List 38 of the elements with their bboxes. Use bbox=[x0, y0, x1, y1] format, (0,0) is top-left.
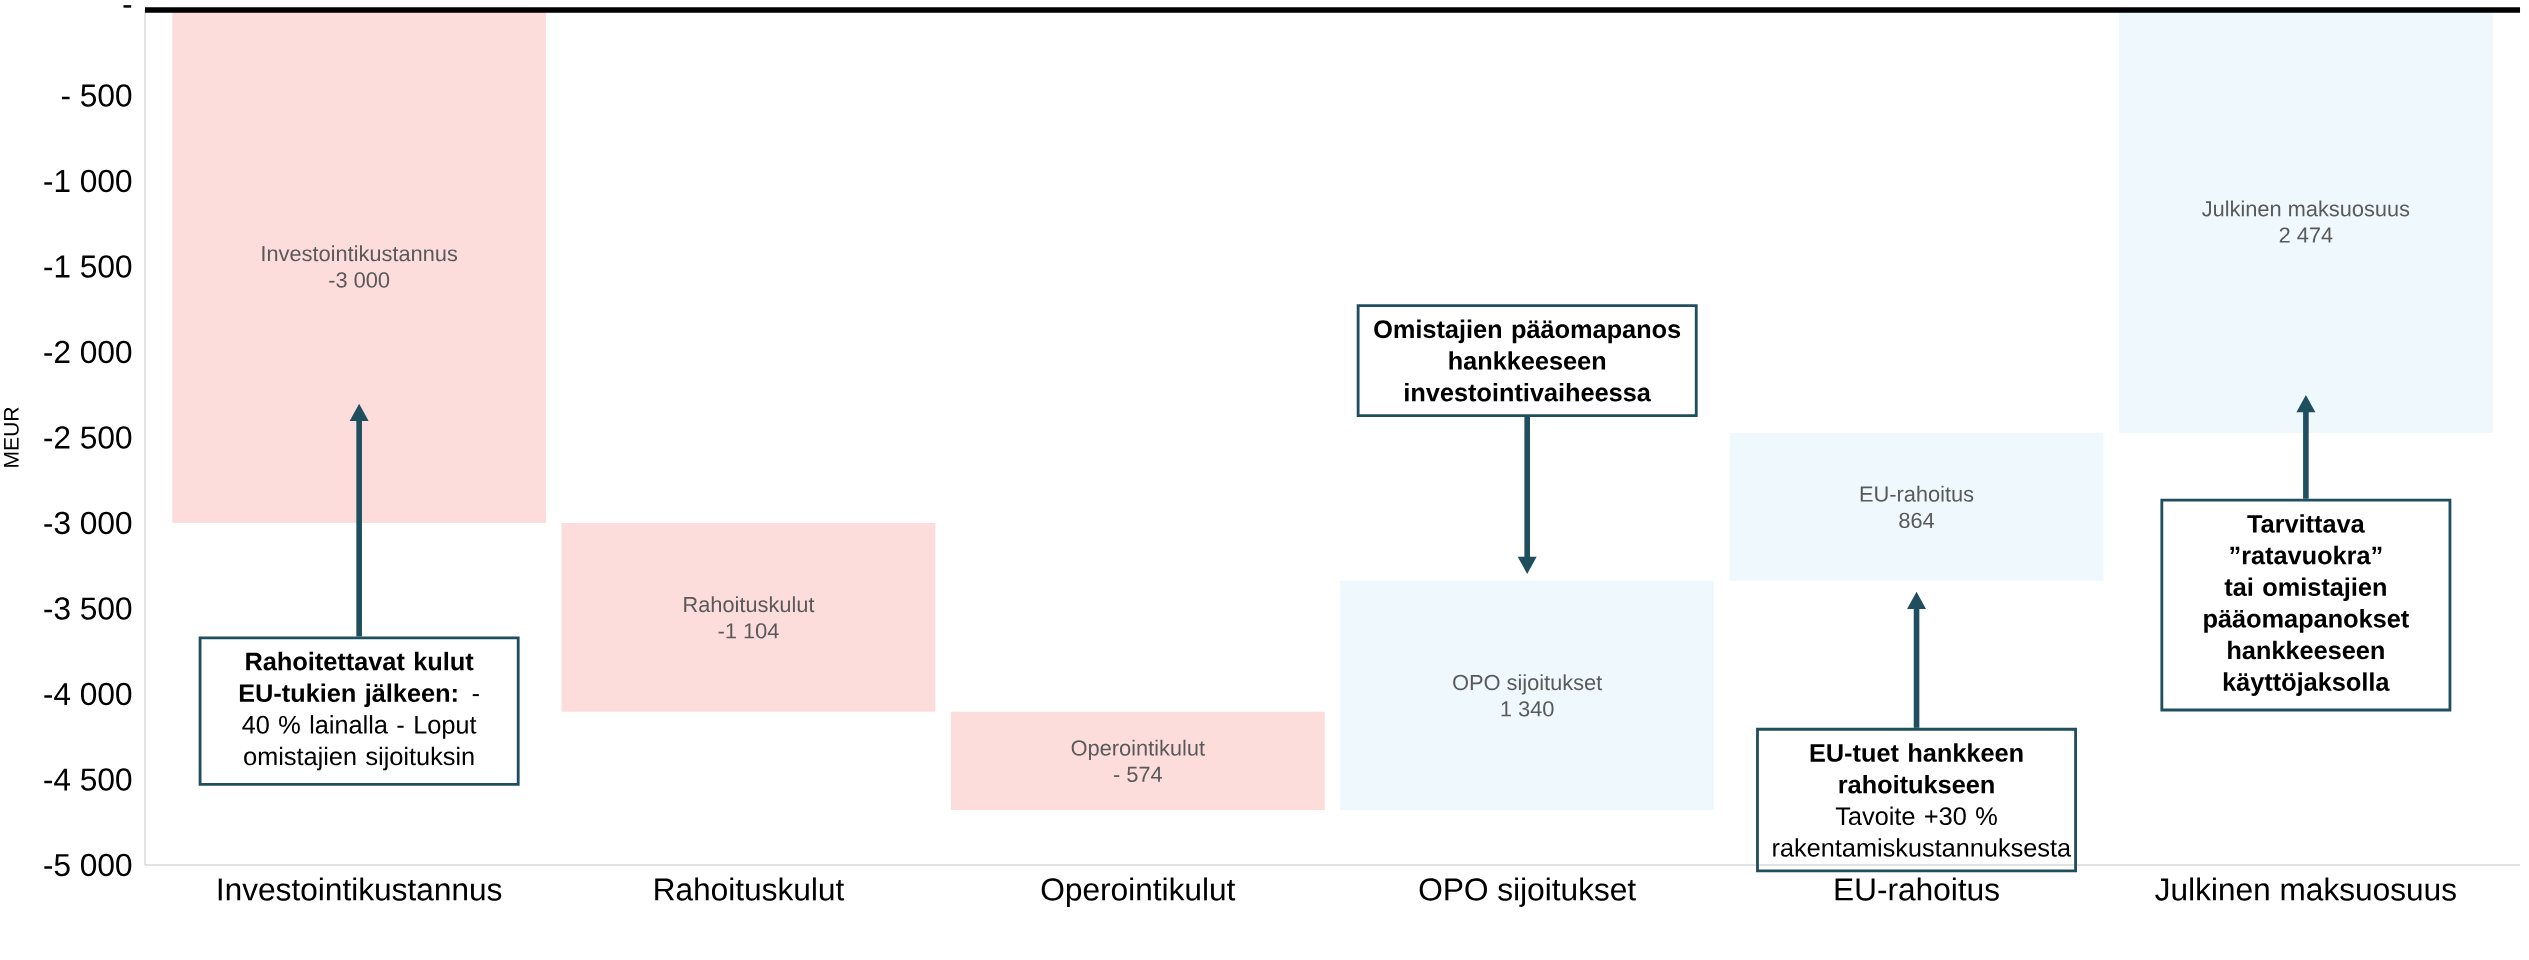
y-tick-label: -2 500 bbox=[44, 426, 132, 449]
bar bbox=[172, 10, 547, 524]
category-label: EU-rahoitus bbox=[1860, 485, 1974, 502]
x-tick-label: Investointikustannus bbox=[218, 877, 502, 901]
x-tick-label: OPO sijoitukset bbox=[1419, 877, 1636, 907]
data-label: - 574 bbox=[1114, 766, 1162, 783]
data-label: 1 340 bbox=[1501, 701, 1554, 717]
y-tick-label: -2 000 bbox=[44, 340, 132, 364]
annotation: EU-tuet hankkeen rahoitukseen Tavoite +30 % rakentamiskustannuksesta bbox=[1773, 743, 2072, 857]
x-tick-label: Rahoituskulut bbox=[655, 877, 845, 901]
x-tick-label: Operointikulut bbox=[1041, 877, 1236, 907]
bar bbox=[561, 523, 936, 712]
y-tick-label: -4 000 bbox=[44, 682, 132, 706]
x-tick-label: Julkinen maksuosuus bbox=[2155, 877, 2456, 901]
y-tick-label: -3 000 bbox=[44, 511, 132, 535]
y-tick-label: - 500 bbox=[61, 84, 132, 107]
category-label: Operointikulut bbox=[1071, 739, 1205, 761]
category-label: Rahoituskulut bbox=[684, 596, 815, 613]
y-tick-label: -5 000 bbox=[44, 853, 132, 877]
x-tick-label: EU-rahoitus bbox=[1835, 877, 1999, 901]
y-tick-label: -4 500 bbox=[44, 768, 132, 791]
annotation: Tarvittava ”ratavuokra” tai omistajien pääomapanokset hankkeeseen käyttöjaksolla bbox=[2204, 514, 2409, 696]
y-tick-label: -1 500 bbox=[44, 255, 132, 278]
category-label: OPO sijoitukset bbox=[1453, 674, 1603, 695]
data-label: -3 000 bbox=[329, 272, 390, 288]
annotation: Omistajien pääomapanos hankkeeseen investointivaiheessa bbox=[1374, 319, 1681, 402]
bar bbox=[950, 711, 1325, 810]
category-label: Julkinen maksuosuus bbox=[2202, 200, 2410, 217]
y-tick-label: - bbox=[123, 5, 132, 8]
data-label: 2 474 bbox=[2279, 227, 2333, 243]
y-tick-label: -1 000 bbox=[44, 169, 132, 193]
category-label: Investointikustannus bbox=[262, 245, 458, 262]
y-tick-label: -3 500 bbox=[44, 597, 132, 620]
data-label: -1 104 bbox=[718, 623, 779, 639]
data-label: 864 bbox=[1899, 512, 1935, 529]
bar bbox=[2119, 10, 2493, 434]
y-axis-title: MEUR bbox=[4, 407, 19, 467]
annotation: Rahoitettavat kulut EU-tukien jälkeen: - 40 % lainalla - Loput omistajien sijoituksin bbox=[239, 651, 479, 771]
